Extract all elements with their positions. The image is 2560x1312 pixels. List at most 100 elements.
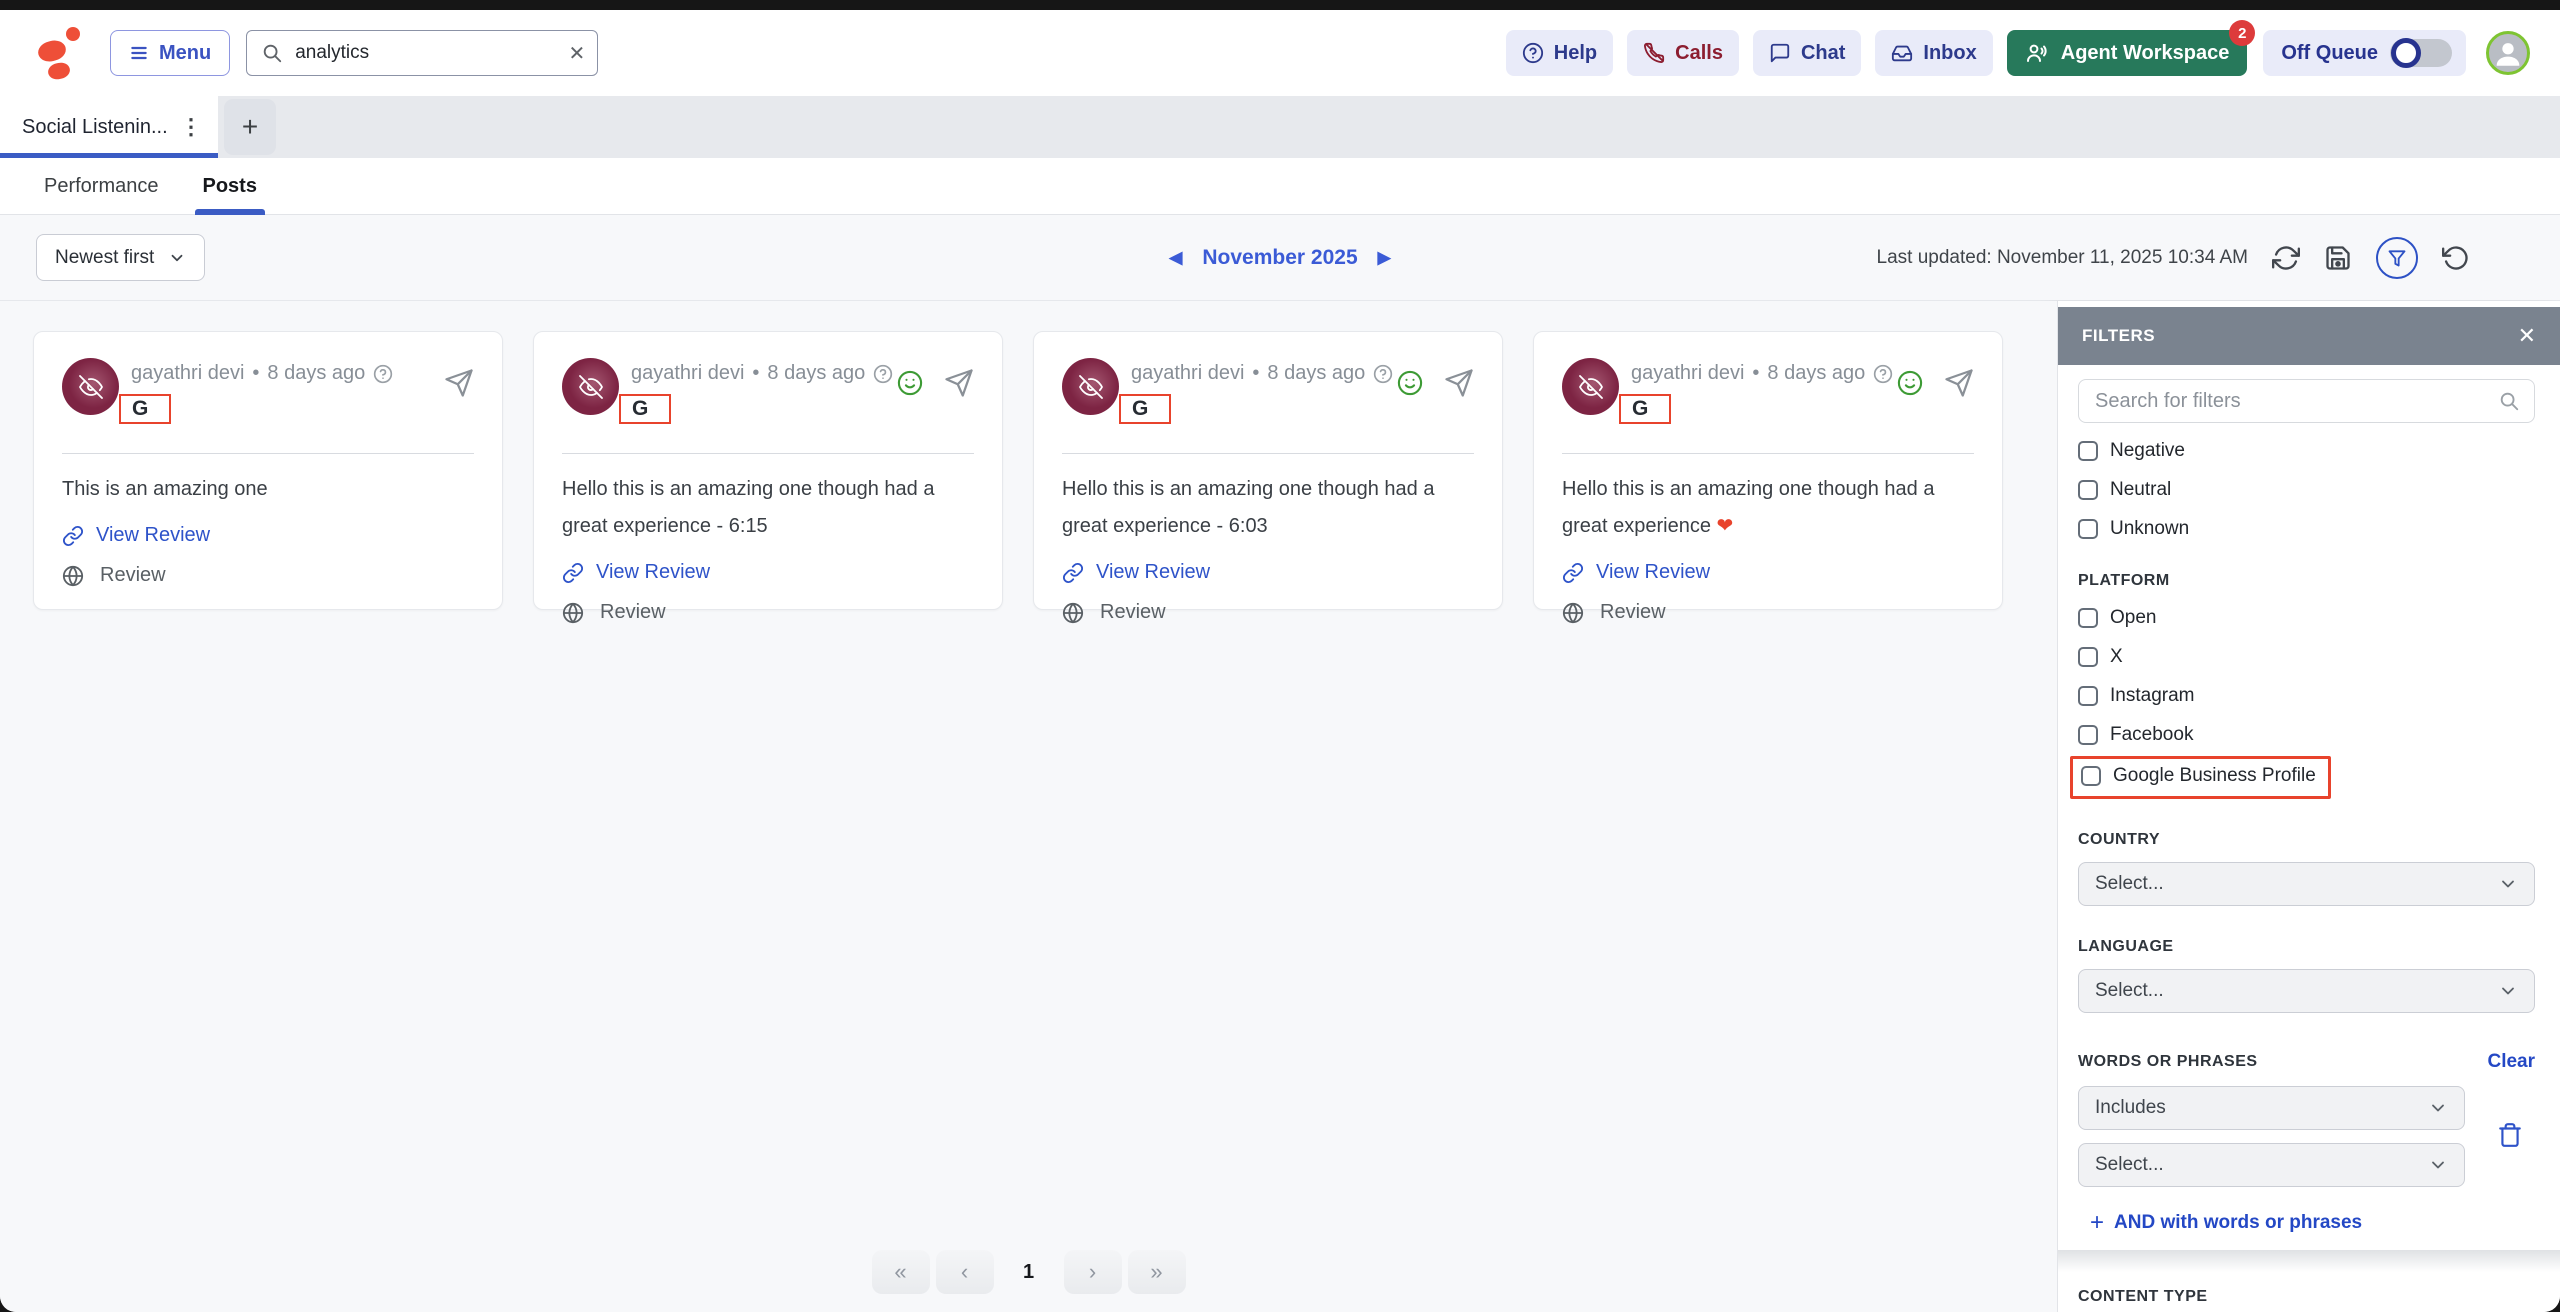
help-button[interactable]: Help xyxy=(1505,30,1614,76)
google-platform-badge: G xyxy=(1619,394,1671,424)
close-filters-icon[interactable]: ✕ xyxy=(2517,323,2536,348)
link-icon xyxy=(562,562,584,583)
google-platform-badge: G xyxy=(119,394,171,424)
and-words-link[interactable]: + AND with words or phrases xyxy=(2078,1209,2535,1237)
view-review-label: View Review xyxy=(96,524,211,546)
author-avatar xyxy=(1562,358,1619,415)
next-page-button[interactable]: › xyxy=(1063,1250,1122,1294)
filter-option-unknown[interactable]: Unknown xyxy=(2078,518,2535,540)
chat-button[interactable]: Chat xyxy=(1752,30,1862,76)
post-body-text: This is an amazing one xyxy=(62,478,268,500)
clear-words-link[interactable]: Clear xyxy=(2487,1051,2535,1072)
send-icon[interactable] xyxy=(444,368,474,398)
chevron-down-icon xyxy=(2498,981,2518,1001)
card-actions xyxy=(1396,368,1474,398)
checkbox[interactable] xyxy=(2078,686,2098,706)
filter-option-open[interactable]: Open xyxy=(2078,607,2535,629)
prev-month-icon[interactable]: ◀ xyxy=(1169,247,1183,267)
view-review-link[interactable]: View Review xyxy=(62,524,474,547)
add-tab-button[interactable]: + xyxy=(224,99,276,155)
search-input[interactable] xyxy=(293,41,569,65)
last-page-button[interactable]: » xyxy=(1127,1250,1186,1294)
language-select-value: Select... xyxy=(2095,980,2164,1001)
platform-letter: G xyxy=(1632,397,1649,420)
review-type: Review xyxy=(562,601,974,624)
agent-workspace-button[interactable]: Agent Workspace 2 xyxy=(2006,20,2256,76)
words-value-select[interactable]: Select... xyxy=(2078,1143,2465,1187)
language-select[interactable]: Select... xyxy=(2078,969,2535,1013)
prev-page-button[interactable]: ‹ xyxy=(935,1250,994,1294)
save-button[interactable] xyxy=(2324,244,2352,272)
off-queue-toggle[interactable] xyxy=(2390,38,2452,68)
checkbox[interactable] xyxy=(2078,725,2098,745)
tab-kebab-icon[interactable]: ⋮ xyxy=(180,114,202,139)
checkbox[interactable] xyxy=(2078,519,2098,539)
refresh-icon xyxy=(2272,245,2300,270)
heart-emoji: ❤ xyxy=(1716,515,1734,537)
view-review-link[interactable]: View Review xyxy=(1062,561,1474,584)
globe-icon xyxy=(562,602,584,623)
inbox-label: Inbox xyxy=(1923,41,1977,64)
post-card: gayathri devi • 8 days ago G xyxy=(533,331,1003,623)
send-icon[interactable] xyxy=(1444,368,1474,398)
filter-option-x[interactable]: X xyxy=(2078,646,2535,668)
filters-search xyxy=(2078,379,2535,423)
filter-option-negative[interactable]: Negative xyxy=(2078,440,2535,462)
filters-search-input[interactable] xyxy=(2093,388,2498,414)
view-review-link[interactable]: View Review xyxy=(1562,561,1974,584)
author-meta: gayathri devi • 8 days ago xyxy=(1119,362,1393,385)
filter-option-neutral[interactable]: Neutral xyxy=(2078,479,2535,501)
delete-words-row-button[interactable] xyxy=(2491,1121,2529,1149)
trash-icon xyxy=(2499,1123,2521,1147)
question-circle-icon xyxy=(1374,364,1393,383)
checkbox[interactable] xyxy=(2078,647,2098,667)
person-icon xyxy=(2496,43,2520,66)
checkbox[interactable] xyxy=(2078,608,2098,628)
toggle-knob xyxy=(2391,38,2421,68)
country-section-label: COUNTRY xyxy=(2078,831,2161,848)
filter-toggle-button[interactable] xyxy=(2376,236,2418,279)
refresh-button[interactable] xyxy=(2272,244,2300,272)
next-month-icon[interactable]: ▶ xyxy=(1377,247,1391,267)
calls-button[interactable]: Calls xyxy=(1627,30,1739,76)
checkbox[interactable] xyxy=(2078,441,2098,461)
country-select[interactable]: Select... xyxy=(2078,862,2535,906)
sentiment-positive-icon xyxy=(1397,370,1423,396)
undo-icon xyxy=(2442,245,2468,270)
chevron-down-icon xyxy=(171,254,183,261)
user-avatar[interactable] xyxy=(2486,31,2530,75)
post-age: 8 days ago xyxy=(1767,362,1866,384)
filter-option-instagram[interactable]: Instagram xyxy=(2078,685,2535,707)
filter-option-facebook[interactable]: Facebook xyxy=(2078,724,2535,746)
card-actions xyxy=(896,368,974,398)
undo-button[interactable] xyxy=(2442,244,2470,272)
clear-search-icon[interactable]: ✕ xyxy=(568,42,586,65)
words-section-header: WORDS OR PHRASES Clear xyxy=(2078,1051,2535,1073)
view-review-link[interactable]: View Review xyxy=(562,561,974,584)
eye-off-icon xyxy=(1078,374,1103,399)
author-meta: gayathri devi • 8 days ago xyxy=(619,362,893,385)
tab-posts[interactable]: Posts xyxy=(194,158,265,215)
option-label: Unknown xyxy=(2110,518,2190,539)
chevron-down-icon xyxy=(2428,1098,2448,1118)
words-condition-select[interactable]: Includes xyxy=(2078,1086,2465,1130)
inbox-button[interactable]: Inbox xyxy=(1875,30,1993,76)
send-icon[interactable] xyxy=(944,368,974,398)
author-avatar xyxy=(562,358,619,415)
tab-performance[interactable]: Performance xyxy=(44,158,159,215)
first-page-button[interactable]: « xyxy=(871,1250,930,1294)
post-card: gayathri devi • 8 days ago G xyxy=(33,331,503,610)
post-text: Hello this is an amazing one though had … xyxy=(562,471,974,545)
checkbox[interactable] xyxy=(2081,766,2101,786)
platform-letter: G xyxy=(632,397,649,420)
posts-label: Posts xyxy=(202,174,257,197)
send-icon[interactable] xyxy=(1944,368,1974,398)
review-label: Review xyxy=(1100,601,1166,623)
checkbox[interactable] xyxy=(2078,480,2098,500)
menu-button[interactable]: Menu xyxy=(110,30,231,76)
sort-dropdown[interactable]: Newest first xyxy=(36,234,206,281)
tab-social-listening[interactable]: Social Listenin... ⋮ xyxy=(0,96,218,158)
filter-option-google-business-profile[interactable]: Google Business Profile xyxy=(2081,765,2316,787)
help-icon xyxy=(1522,42,1543,64)
question-circle-icon xyxy=(374,364,393,383)
